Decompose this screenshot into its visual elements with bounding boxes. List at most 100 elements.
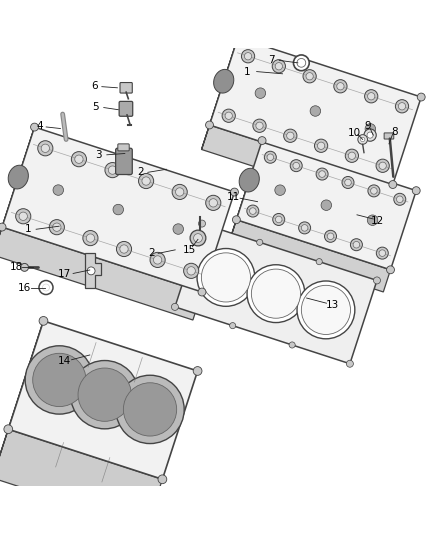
Circle shape <box>142 177 150 185</box>
Circle shape <box>364 90 378 103</box>
Text: 17: 17 <box>58 269 71 279</box>
Circle shape <box>222 109 235 123</box>
Circle shape <box>306 72 313 80</box>
Circle shape <box>138 173 154 189</box>
Circle shape <box>71 151 86 167</box>
Circle shape <box>275 185 285 196</box>
Circle shape <box>158 475 167 483</box>
Polygon shape <box>229 220 391 292</box>
Polygon shape <box>0 227 202 320</box>
FancyBboxPatch shape <box>116 148 132 174</box>
Polygon shape <box>201 37 238 149</box>
Circle shape <box>293 55 309 71</box>
Circle shape <box>327 233 334 240</box>
Text: 10: 10 <box>348 128 361 138</box>
Polygon shape <box>209 37 421 184</box>
Text: 13: 13 <box>325 300 339 310</box>
Circle shape <box>353 241 360 248</box>
Circle shape <box>396 196 403 203</box>
Circle shape <box>21 263 28 271</box>
FancyBboxPatch shape <box>384 133 394 139</box>
Circle shape <box>250 208 256 214</box>
Text: 9: 9 <box>364 122 371 131</box>
Circle shape <box>301 224 308 231</box>
Circle shape <box>337 83 344 90</box>
Circle shape <box>345 149 359 163</box>
Circle shape <box>417 93 425 101</box>
Circle shape <box>31 123 39 131</box>
Circle shape <box>284 129 297 142</box>
Circle shape <box>255 88 265 99</box>
Circle shape <box>350 239 362 251</box>
Text: 2: 2 <box>137 167 144 177</box>
Circle shape <box>244 53 252 60</box>
Circle shape <box>376 247 389 259</box>
Polygon shape <box>8 321 198 479</box>
Circle shape <box>303 70 316 83</box>
Circle shape <box>172 184 187 199</box>
Circle shape <box>124 383 177 436</box>
Circle shape <box>367 132 373 138</box>
Polygon shape <box>237 141 416 270</box>
Circle shape <box>348 152 356 159</box>
Circle shape <box>194 233 202 243</box>
Ellipse shape <box>214 69 234 93</box>
Text: 11: 11 <box>226 192 240 203</box>
Circle shape <box>387 266 395 274</box>
Text: 1: 1 <box>244 67 251 77</box>
Circle shape <box>360 138 365 142</box>
Circle shape <box>153 256 162 264</box>
Circle shape <box>171 303 178 310</box>
Circle shape <box>184 263 199 278</box>
Polygon shape <box>0 321 43 478</box>
Circle shape <box>105 163 120 177</box>
Circle shape <box>233 216 240 224</box>
Text: 6: 6 <box>91 81 98 91</box>
Circle shape <box>367 215 378 225</box>
Circle shape <box>267 154 274 160</box>
Circle shape <box>396 100 409 113</box>
Text: 16: 16 <box>18 282 31 293</box>
Circle shape <box>230 188 238 196</box>
Circle shape <box>289 342 295 348</box>
Circle shape <box>371 188 377 194</box>
FancyBboxPatch shape <box>118 144 129 151</box>
Circle shape <box>75 155 83 163</box>
Circle shape <box>256 122 263 130</box>
Circle shape <box>345 179 351 186</box>
Circle shape <box>247 265 305 322</box>
Circle shape <box>0 223 6 231</box>
Circle shape <box>334 79 347 93</box>
Circle shape <box>83 231 98 246</box>
Circle shape <box>358 135 367 144</box>
Circle shape <box>272 60 286 73</box>
Circle shape <box>39 317 48 325</box>
Text: 8: 8 <box>391 127 398 136</box>
Circle shape <box>193 367 202 375</box>
Circle shape <box>206 195 221 211</box>
Circle shape <box>201 253 251 302</box>
Polygon shape <box>0 429 162 528</box>
Circle shape <box>53 185 64 195</box>
Circle shape <box>293 163 300 169</box>
Text: 3: 3 <box>95 150 102 160</box>
FancyBboxPatch shape <box>119 101 133 116</box>
Circle shape <box>365 124 376 134</box>
Circle shape <box>53 223 61 231</box>
Circle shape <box>251 269 300 318</box>
Text: 2: 2 <box>148 248 155 259</box>
Polygon shape <box>175 223 377 364</box>
Circle shape <box>176 188 184 196</box>
Circle shape <box>120 245 128 253</box>
Circle shape <box>39 280 53 295</box>
Circle shape <box>150 252 165 268</box>
Circle shape <box>412 187 420 195</box>
Circle shape <box>318 142 325 149</box>
Circle shape <box>241 50 254 63</box>
Circle shape <box>258 136 266 144</box>
Circle shape <box>113 204 124 215</box>
Circle shape <box>49 220 64 235</box>
Polygon shape <box>2 127 234 292</box>
Circle shape <box>234 34 242 42</box>
Circle shape <box>86 234 95 243</box>
